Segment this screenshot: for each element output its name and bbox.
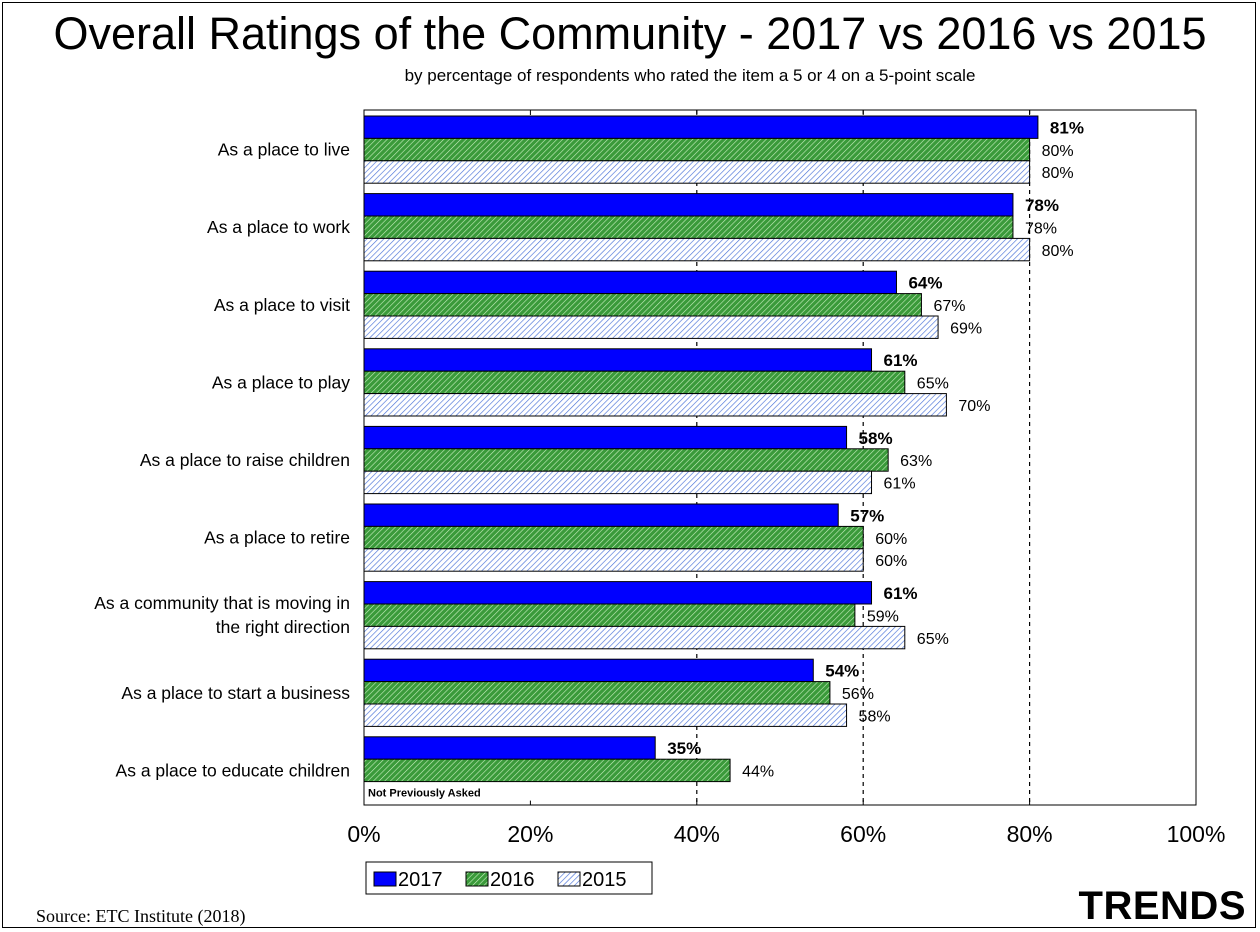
bar-2017	[363, 736, 656, 760]
value-label: 56%	[842, 686, 874, 703]
x-tick-label: 0%	[347, 821, 380, 847]
value-label: 58%	[859, 429, 893, 448]
category-label: As a place to educate children	[116, 760, 350, 780]
bar-2017	[363, 503, 839, 527]
bar-2016	[363, 681, 831, 705]
x-tick-label: 40%	[674, 821, 720, 847]
legend-swatch-2016	[465, 871, 489, 887]
trends-logo: TRENDS	[1078, 884, 1246, 928]
bar-2016	[363, 215, 1014, 239]
bar-2015	[363, 393, 947, 417]
x-tick-label: 100%	[1167, 821, 1226, 847]
value-label: 69%	[950, 320, 982, 337]
x-tick-label: 80%	[1007, 821, 1053, 847]
legend-swatch-2017	[373, 871, 397, 887]
bar-2016	[363, 525, 864, 550]
bar-2016	[363, 448, 889, 472]
category-label: As a place to play	[212, 372, 350, 392]
legend	[365, 861, 653, 895]
bar-2016	[363, 370, 906, 395]
bar-2017	[363, 193, 1014, 217]
bar-2016	[363, 293, 922, 317]
value-label: 61%	[884, 351, 918, 370]
x-tick-label: 60%	[840, 821, 886, 847]
bar-2017	[363, 658, 814, 683]
value-label: 57%	[850, 506, 884, 525]
value-label: 63%	[900, 453, 932, 470]
category-label: As a place to start a business	[121, 683, 350, 703]
x-tick-label: 20%	[507, 821, 553, 847]
value-label: 54%	[825, 662, 859, 681]
category-label: As a place to retire	[204, 528, 350, 548]
bar-2017	[363, 348, 873, 372]
bar-2015	[363, 470, 873, 495]
value-label: 80%	[1042, 143, 1074, 160]
category-label: As a community that is moving in	[94, 593, 350, 613]
bar-2015	[363, 237, 1031, 262]
bar-2015	[363, 160, 1031, 184]
value-label: 60%	[875, 531, 907, 548]
value-label: 78%	[1025, 220, 1057, 237]
bar-2016	[363, 603, 856, 627]
annotation-bg	[366, 783, 534, 801]
bar-2017	[363, 115, 1039, 139]
legend-label-2016: 2016	[490, 869, 535, 891]
category-label: As a place to work	[207, 217, 350, 237]
value-label: 44%	[742, 764, 774, 781]
value-label: 81%	[1050, 118, 1084, 137]
bar-2015	[363, 703, 848, 727]
bar-2017	[363, 270, 897, 295]
not-previously-asked-label: Not Previously Asked	[368, 788, 481, 800]
value-label: 59%	[867, 608, 899, 625]
category-label: As a place to live	[218, 140, 350, 160]
bar-2015	[363, 315, 939, 339]
value-label: 64%	[908, 274, 942, 293]
chart-title: Overall Ratings of the Community - 2017 …	[53, 8, 1207, 59]
value-label: 78%	[1025, 196, 1059, 215]
bar-2015	[363, 548, 864, 572]
value-label: 35%	[667, 739, 701, 758]
value-label: 65%	[917, 631, 949, 648]
value-label: 80%	[1042, 243, 1074, 260]
bar-2016	[363, 758, 731, 783]
value-label: 70%	[958, 398, 990, 415]
bar-2015	[363, 625, 906, 650]
value-label: 65%	[917, 376, 949, 393]
legend-swatch-2015	[557, 871, 581, 887]
value-label: 61%	[884, 584, 918, 603]
category-label: the right direction	[216, 617, 350, 637]
bar-2017	[363, 581, 873, 605]
category-label: As a place to visit	[214, 295, 350, 315]
value-label: 61%	[884, 476, 916, 493]
value-label: 80%	[1042, 165, 1074, 182]
source-note: Source: ETC Institute (2018)	[36, 906, 246, 926]
legend-label-2015: 2015	[582, 869, 627, 891]
legend-label-2017: 2017	[398, 869, 443, 891]
value-label: 67%	[933, 298, 965, 315]
bar-2017	[363, 425, 848, 450]
bar-2016	[363, 137, 1031, 162]
chart-subtitle: by percentage of respondents who rated t…	[404, 66, 976, 85]
category-label: As a place to raise children	[140, 450, 350, 470]
value-label: 60%	[875, 553, 907, 570]
value-label: 58%	[859, 708, 891, 725]
